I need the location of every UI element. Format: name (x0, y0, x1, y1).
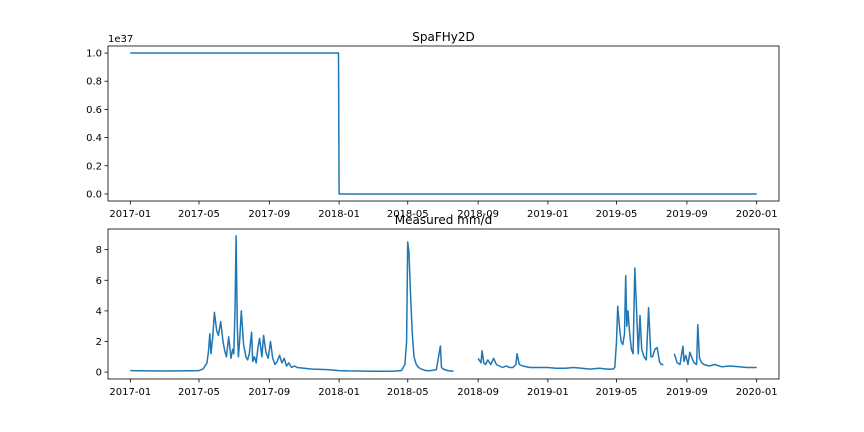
y-tick-label: 0.2 (86, 161, 102, 172)
x-tick-label: 2017-01 (109, 387, 151, 398)
plot-frame (107, 228, 780, 380)
x-tick-label: 2019-05 (596, 387, 638, 398)
y-tick-label: 8 (96, 245, 102, 256)
y-tick-label: 0.8 (86, 77, 102, 88)
x-tick-label: 2017-01 (109, 209, 151, 220)
x-tick-label: 2019-09 (666, 209, 708, 220)
y-tick-label: 1.0 (86, 49, 102, 60)
measured-chart: Measured mm/d 2017-01 2017-05 2017-09 2018-… (96, 213, 780, 398)
x-tick-label: 2018-01 (318, 387, 360, 398)
x-tick-label: 2018-01 (318, 209, 360, 220)
series-lines (130, 235, 757, 373)
axis-ticks: 2017-01 2017-05 2017-09 2018-01 2018-05 2018-… (96, 245, 778, 398)
chart-title: SpaFHy2D (412, 30, 475, 44)
y-tick-label: 4 (96, 306, 102, 317)
plot-frame (107, 45, 780, 202)
series-line (673, 323, 757, 369)
x-tick-label: 2017-05 (178, 387, 220, 398)
axis-ticks: 2017-01 2017-05 2017-09 2018-01 2018-05 2018-… (86, 49, 777, 220)
y-tick-label: 0 (96, 368, 102, 379)
x-tick-label: 2019-01 (527, 387, 569, 398)
x-tick-label: 2018-05 (387, 387, 429, 398)
y-tick-label: 0.0 (86, 189, 102, 200)
x-tick-label: 2019-09 (666, 387, 708, 398)
y-tick-label: 6 (96, 276, 102, 287)
x-tick-label: 2017-09 (248, 209, 290, 220)
y-tick-label: 2 (96, 337, 102, 348)
x-tick-label: 2017-05 (178, 209, 220, 220)
y-offset-label: 1e37 (108, 34, 133, 45)
y-tick-label: 0.4 (86, 133, 102, 144)
x-tick-label: 2018-09 (457, 209, 499, 220)
y-tick-label: 0.6 (86, 105, 102, 116)
series-line (130, 52, 757, 195)
x-tick-label: 2017-09 (248, 387, 290, 398)
x-tick-label: 2019-01 (527, 209, 569, 220)
x-tick-label: 2020-01 (736, 387, 778, 398)
series-line (477, 267, 664, 370)
x-tick-label: 2020-01 (736, 209, 778, 220)
series-lines (130, 52, 757, 195)
x-tick-label: 2018-09 (457, 387, 499, 398)
spafhy2d-chart: SpaFHy2D 1e37 2017-01 2017-05 2017-09 2018-… (86, 30, 780, 220)
chart-title: Measured mm/d (395, 213, 492, 227)
series-line (130, 235, 454, 373)
x-tick-label: 2019-05 (596, 209, 638, 220)
x-tick-label: 2018-05 (387, 209, 429, 220)
